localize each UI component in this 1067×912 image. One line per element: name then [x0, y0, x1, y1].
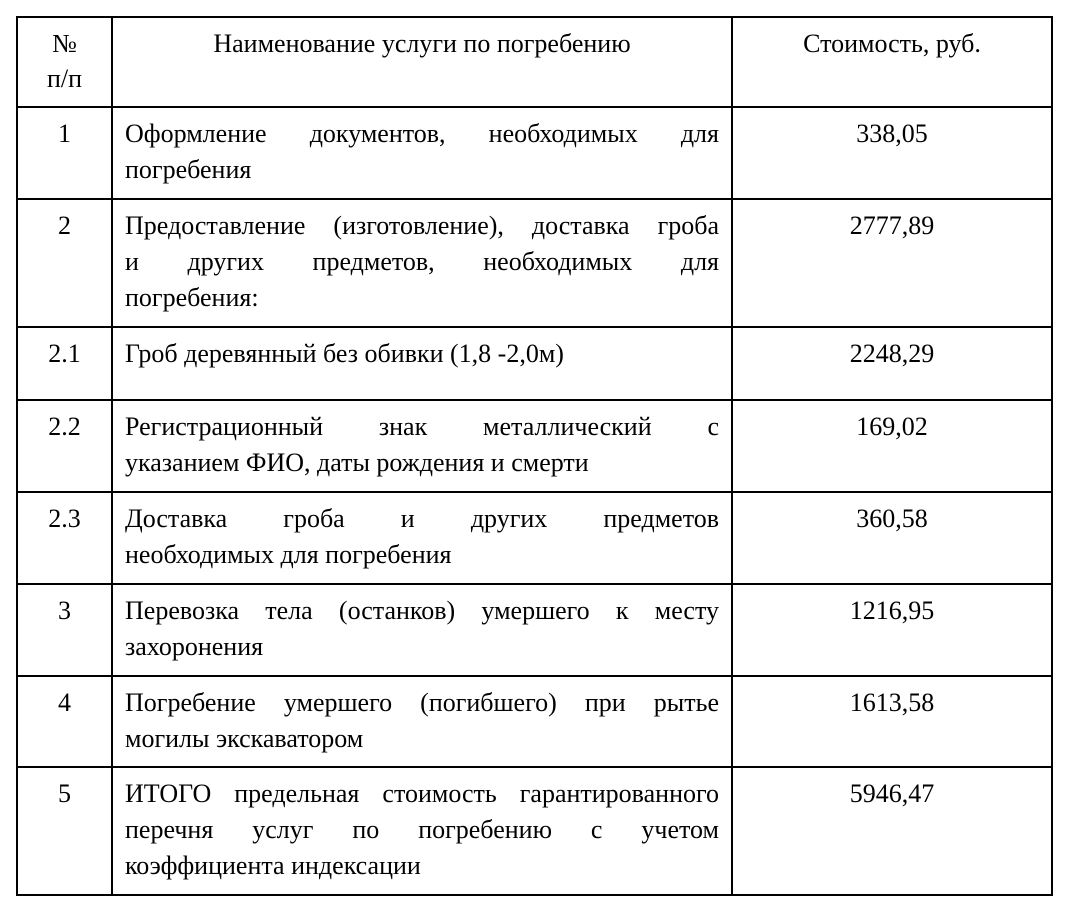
table-row: 2.3Доставка гроба и других предметовнеоб… — [17, 492, 1052, 584]
services-table: № п/п Наименование услуги по погребению … — [16, 16, 1053, 896]
cell-name-last-line: погребения: — [125, 280, 719, 316]
cell-name: Погребение умершего (погибшего) при рыть… — [112, 676, 732, 768]
table-row: 2 Предоставление (изготовление), доставка… — [17, 199, 1052, 327]
cell-name-last-line: необходимых для погребения — [125, 537, 719, 573]
cell-cost: 1613,58 — [732, 676, 1052, 768]
cell-num: 2 — [17, 199, 112, 327]
col-header-num: № п/п — [17, 17, 112, 107]
cell-name-line: перечня услуг по погребению с учетом — [125, 812, 719, 848]
col-header-cost: Стоимость, руб. — [732, 17, 1052, 107]
cell-num: 2.3 — [17, 492, 112, 584]
cell-name-line: Оформление документов, необходимых для — [125, 116, 719, 152]
cell-num: 4 — [17, 676, 112, 768]
cell-cost: 338,05 — [732, 107, 1052, 199]
cell-cost: 1216,95 — [732, 584, 1052, 676]
table-header-row: № п/п Наименование услуги по погребению … — [17, 17, 1052, 107]
cell-cost: 360,58 — [732, 492, 1052, 584]
cell-cost: 2777,89 — [732, 199, 1052, 327]
cell-cost: 169,02 — [732, 400, 1052, 492]
cell-cost: 2248,29 — [732, 327, 1052, 401]
table-body: 1Оформление документов, необходимых дляп… — [17, 107, 1052, 895]
table-row: 1Оформление документов, необходимых дляп… — [17, 107, 1052, 199]
cell-name-line: Регистрационный знак металлический с — [125, 409, 719, 445]
cell-name-last-line: Гроб деревянный без обивки (1,8 -2,0м) — [125, 336, 719, 372]
col-header-num-line1: № — [52, 29, 77, 58]
cell-name-line: Перевозка тела (останков) умершего к мес… — [125, 593, 719, 629]
cell-num: 2.1 — [17, 327, 112, 401]
table-row: 2.2Регистрационный знак металлический су… — [17, 400, 1052, 492]
cell-name: Регистрационный знак металлический суказ… — [112, 400, 732, 492]
cell-name: ИТОГО предельная стоимость гарантированн… — [112, 767, 732, 895]
cell-name-last-line: погребения — [125, 152, 719, 188]
cell-name-line: Погребение умершего (погибшего) при рыть… — [125, 685, 719, 721]
cell-cost: 5946,47 — [732, 767, 1052, 895]
cell-name-last-line: указанием ФИО, даты рождения и смерти — [125, 445, 719, 481]
col-header-num-line2: п/п — [47, 64, 82, 93]
cell-name-line: Доставка гроба и других предметов — [125, 501, 719, 537]
cell-name-line: ИТОГО предельная стоимость гарантированн… — [125, 776, 719, 812]
table-row: 5 ИТОГО предельная стоимость гарантирован… — [17, 767, 1052, 895]
table-row: 4 Погребение умершего (погибшего) при рыт… — [17, 676, 1052, 768]
cell-name: Гроб деревянный без обивки (1,8 -2,0м) — [112, 327, 732, 401]
col-header-name: Наименование услуги по погребению — [112, 17, 732, 107]
cell-name-last-line: коэффициента индексации — [125, 848, 719, 884]
cell-name: Оформление документов, необходимых дляпо… — [112, 107, 732, 199]
cell-name: Перевозка тела (останков) умершего к мес… — [112, 584, 732, 676]
cell-name: Доставка гроба и других предметовнеобход… — [112, 492, 732, 584]
cell-name-last-line: могилы экскаватором — [125, 721, 719, 757]
cell-num: 1 — [17, 107, 112, 199]
cell-num: 2.2 — [17, 400, 112, 492]
cell-num: 5 — [17, 767, 112, 895]
table-row: 3 Перевозка тела (останков) умершего к ме… — [17, 584, 1052, 676]
cell-num: 3 — [17, 584, 112, 676]
cell-name-line: и других предметов, необходимых для — [125, 244, 719, 280]
cell-name: Предоставление (изготовление), доставка … — [112, 199, 732, 327]
cell-name-line: Предоставление (изготовление), доставка … — [125, 208, 719, 244]
cell-name-last-line: захоронения — [125, 629, 719, 665]
table-row: 2.1 Гроб деревянный без обивки (1,8 -2,0м… — [17, 327, 1052, 401]
